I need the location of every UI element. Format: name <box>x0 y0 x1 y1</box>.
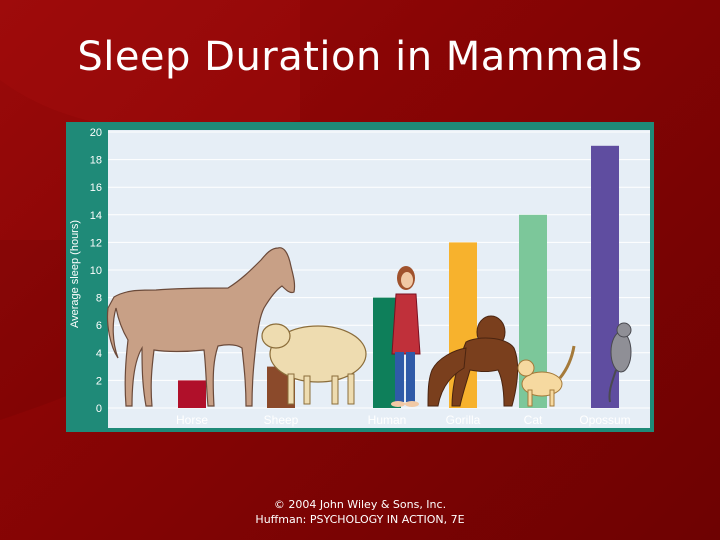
bar-horse <box>178 380 206 408</box>
y-tick-label: 8 <box>96 293 102 305</box>
x-tick-label-opossum: Opossum <box>579 413 630 427</box>
y-tick-label: 0 <box>96 403 102 415</box>
y-axis-label: Average sleep (hours) <box>69 220 81 328</box>
slide-title: Sleep Duration in Mammals <box>77 34 643 80</box>
y-tick-label: 2 <box>96 375 102 387</box>
footer-copyright: © 2004 John Wiley & Sons, Inc. <box>273 498 447 511</box>
bar-opossum <box>591 145 619 409</box>
y-tick-label: 4 <box>96 348 102 360</box>
x-tick-label-cat: Cat <box>524 413 543 427</box>
x-axis-labels: Horse Sheep Human Gorilla Cat Opossum <box>176 413 631 427</box>
y-tick-label: 12 <box>90 237 102 249</box>
y-tick-label: 18 <box>90 155 102 167</box>
bar-chart: 0 2 4 6 8 10 12 14 16 18 20 Average sleep (hours) <box>69 127 650 428</box>
y-tick-label: 20 <box>90 127 102 139</box>
y-tick-label: 14 <box>90 210 102 222</box>
horse-icon <box>106 247 296 407</box>
x-tick-label-human: Human <box>368 413 407 427</box>
y-tick-label: 16 <box>90 182 102 194</box>
x-tick-label-gorilla: Gorilla <box>446 413 481 427</box>
footer-source: Huffman: PSYCHOLOGY IN ACTION, 7E <box>255 513 465 526</box>
chart-frame: 0 2 4 6 8 10 12 14 16 18 20 Average sleep (hours) <box>66 122 654 432</box>
y-axis-ticks: 0 2 4 6 8 10 12 14 16 18 20 <box>90 127 102 415</box>
x-tick-label-sheep: Sheep <box>264 413 299 427</box>
gorilla-icon <box>427 315 519 407</box>
woman-icon <box>391 266 421 407</box>
cat-icon <box>517 345 576 407</box>
x-tick-label-horse: Horse <box>176 413 208 427</box>
sheep-icon <box>261 323 367 405</box>
y-tick-label: 10 <box>90 265 102 277</box>
slide-footer: © 2004 John Wiley & Sons, Inc. Huffman: … <box>0 497 720 527</box>
opossum-icon <box>608 322 632 403</box>
y-tick-label: 6 <box>96 320 102 332</box>
